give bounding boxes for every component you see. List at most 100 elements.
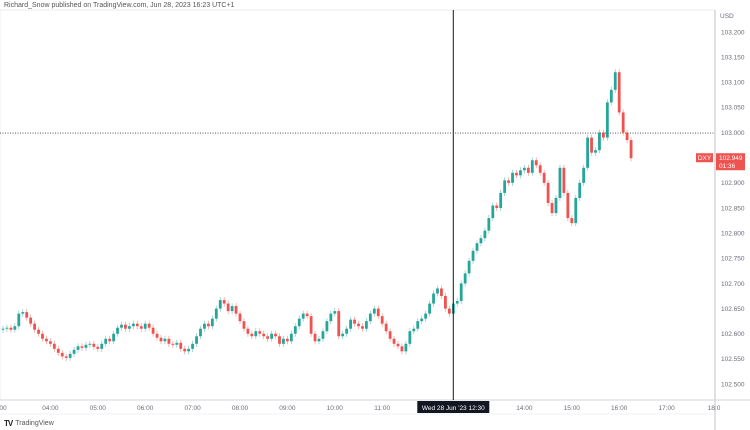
y-tick-label: 103.150: [721, 54, 745, 61]
candle-body: [550, 202, 554, 214]
candle-body: [333, 311, 337, 314]
candle-body: [210, 318, 214, 327]
candle-body: [88, 343, 92, 345]
candle-body: [605, 102, 609, 138]
y-tick-label: 102.800: [721, 230, 745, 237]
candle-body: [49, 341, 52, 344]
candle-body: [258, 331, 262, 334]
candle-body: [64, 356, 68, 358]
candle-body: [128, 326, 131, 329]
candle-body: [309, 316, 313, 334]
candle-body: [100, 343, 104, 349]
candle-body: [163, 338, 167, 342]
candle-body: [92, 343, 96, 347]
candle-body: [72, 349, 76, 354]
y-tick-label: 102.500: [721, 381, 745, 388]
candle-body: [21, 312, 25, 314]
x-tick-label: 18:0: [708, 405, 721, 412]
candle-body: [254, 331, 258, 337]
candle-body: [41, 333, 44, 339]
candle-body: [487, 218, 491, 231]
candle-body: [515, 172, 518, 176]
x-tick-label: 16:00: [611, 405, 628, 412]
x-tick-label: 15:00: [564, 405, 581, 412]
candle-body: [329, 313, 333, 322]
y-tick-label: 102.900: [721, 180, 745, 187]
candle-body: [96, 346, 100, 349]
candle-body: [230, 306, 234, 312]
tradingview-logo-icon: TV: [4, 419, 13, 428]
candle-body: [590, 137, 593, 153]
candle-body: [428, 303, 431, 314]
candle-body: [499, 192, 503, 209]
candle-body: [404, 343, 408, 352]
candle-body: [218, 300, 222, 309]
candle-body: [613, 72, 617, 90]
x-tick-label: 14:00: [516, 405, 533, 412]
candle-body: [400, 346, 404, 352]
last-price-value: 102.949: [719, 155, 743, 162]
x-tick-label: 07:00: [184, 405, 201, 412]
candle-body: [222, 300, 226, 304]
y-tick-label: 102.750: [721, 256, 745, 263]
candle-body: [238, 313, 242, 322]
candle-body: [337, 311, 341, 337]
candle-body: [341, 333, 345, 337]
candle-body: [171, 343, 175, 345]
x-tick-label: 00: [0, 405, 7, 412]
candle-body: [80, 346, 84, 348]
candle-body: [270, 333, 273, 339]
y-tick-label: 102.650: [721, 306, 745, 313]
candle-body: [195, 336, 198, 344]
x-tick-label: 10:00: [327, 405, 344, 412]
x-tick-label: 11:00: [374, 405, 390, 412]
candle-body: [479, 238, 483, 244]
candle-body: [491, 205, 495, 219]
candle-body: [384, 323, 388, 332]
last-price-badge: [716, 153, 745, 171]
candle-body: [301, 313, 305, 319]
candle-body: [52, 343, 56, 349]
y-tick-label: 102.700: [721, 281, 745, 288]
candle-body: [578, 182, 582, 198]
candle-body: [199, 328, 202, 337]
candle-body: [5, 327, 9, 329]
candle-body: [282, 338, 285, 344]
candle-body: [495, 205, 499, 209]
x-tick-label: 09:00: [279, 405, 296, 412]
candle-body: [376, 308, 380, 317]
crosshair-time-badge: [417, 401, 490, 413]
candle-body: [447, 308, 451, 314]
candle-body: [625, 132, 629, 141]
candle-body: [297, 318, 301, 327]
candle-body: [124, 324, 127, 329]
candle-body: [147, 323, 151, 328]
y-tick-label: 102.600: [721, 331, 745, 338]
candle-body: [432, 293, 435, 304]
candle-body: [519, 170, 522, 176]
candle-body: [570, 218, 574, 224]
tradingview-logo[interactable]: TV TradingView: [4, 419, 54, 428]
candle-body: [104, 338, 108, 344]
candle-body: [120, 324, 123, 328]
candle-body: [388, 331, 392, 339]
candle-body: [459, 283, 463, 302]
symbol-label: DXY: [698, 155, 712, 162]
candle-body: [582, 167, 586, 183]
candle-body: [139, 326, 143, 329]
candle-body: [372, 308, 376, 314]
candle-body: [262, 333, 266, 337]
candle-body: [155, 333, 159, 338]
candle-body: [629, 140, 633, 159]
candle-body: [534, 160, 538, 166]
candle-body: [562, 167, 566, 193]
candle-body: [361, 326, 364, 329]
x-tick-label: 08:00: [232, 405, 249, 412]
candle-body: [558, 167, 562, 198]
candle-body: [45, 338, 48, 342]
y-tick-label: 102.550: [721, 356, 745, 363]
candle-body: [286, 338, 289, 342]
candle-body: [76, 346, 80, 350]
candle-body: [317, 338, 321, 342]
